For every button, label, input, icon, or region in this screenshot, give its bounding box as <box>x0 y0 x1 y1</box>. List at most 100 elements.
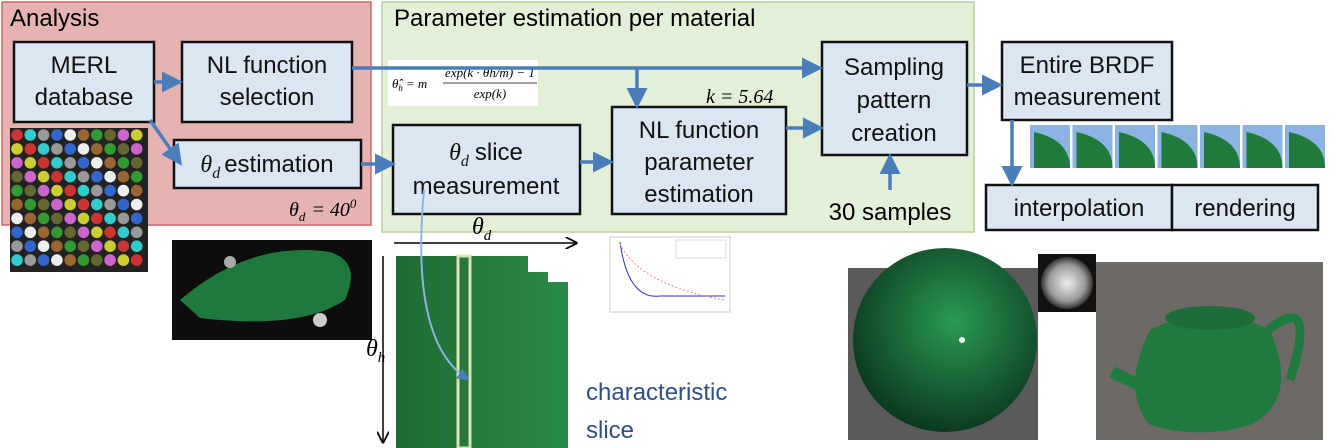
graphic <box>25 199 37 211</box>
graphic: d <box>461 153 470 170</box>
graphic <box>11 240 23 252</box>
graphic <box>51 254 63 266</box>
graphic: d <box>212 165 221 182</box>
graphic <box>104 171 116 183</box>
graphic <box>853 248 1037 432</box>
graphic: θ <box>449 140 461 166</box>
node-label: selection <box>220 84 315 111</box>
renderings <box>848 248 1323 440</box>
graphic: θ <box>289 199 299 221</box>
graphic <box>313 313 327 327</box>
graphic <box>38 199 50 211</box>
graphic <box>11 143 23 155</box>
node-label: NL function <box>639 117 760 144</box>
graphic <box>959 337 965 343</box>
graphic: θ̂h= m <box>392 76 427 93</box>
graphic <box>548 272 568 282</box>
graphic <box>51 129 63 141</box>
graphic <box>51 157 63 169</box>
graphic <box>51 171 63 183</box>
graphic <box>131 227 143 239</box>
graphic: θ <box>472 214 484 240</box>
graphic <box>51 240 63 252</box>
graphic <box>11 227 23 239</box>
object-photo <box>172 240 372 340</box>
graphic <box>11 171 23 183</box>
graphic <box>25 227 37 239</box>
node-label: Entire BRDF <box>1020 52 1155 79</box>
graphic <box>25 171 37 183</box>
merl-spheres <box>10 128 148 272</box>
graphic <box>528 256 568 272</box>
graphic <box>78 171 90 183</box>
graphic <box>25 185 37 197</box>
graphic <box>38 185 50 197</box>
graphic <box>51 185 63 197</box>
graphic <box>224 256 236 268</box>
graphic <box>104 240 116 252</box>
graphic: slice <box>475 139 523 166</box>
graphic <box>64 240 76 252</box>
graphic <box>131 254 143 266</box>
node-label: measurement <box>413 173 560 200</box>
graphic <box>64 227 76 239</box>
graphic <box>104 213 116 225</box>
graphic <box>91 254 103 266</box>
node-label: estimation <box>644 181 753 208</box>
graphic: = m <box>406 76 427 91</box>
graphic: h <box>378 350 386 366</box>
graphic <box>104 157 116 169</box>
graphic <box>64 171 76 183</box>
samples-label: 30 samples <box>829 199 952 226</box>
graphic <box>25 129 37 141</box>
graphic <box>104 227 116 239</box>
graphic <box>91 185 103 197</box>
graphic <box>91 171 103 183</box>
graphic <box>78 240 90 252</box>
graphic <box>131 240 143 252</box>
graphic <box>131 199 143 211</box>
graphic <box>11 185 23 197</box>
graphic <box>91 240 103 252</box>
graphic <box>38 213 50 225</box>
graphic: h <box>398 83 403 93</box>
graphic <box>91 157 103 169</box>
graphic <box>118 171 130 183</box>
brdf-thumbnails <box>1030 125 1325 168</box>
graphic <box>104 143 116 155</box>
graphic: 0 <box>350 196 357 211</box>
node-label: NL function <box>207 52 328 79</box>
graphic <box>38 227 50 239</box>
graphic <box>118 157 130 169</box>
graphic: estimation <box>224 151 333 178</box>
node-label: measurement <box>1014 84 1161 111</box>
graphic <box>38 254 50 266</box>
graphic <box>1041 257 1093 309</box>
graphic: θ <box>366 336 378 362</box>
graphic <box>131 143 143 155</box>
graphic: = 40 <box>311 199 350 221</box>
graphic <box>64 185 76 197</box>
graphic <box>118 213 130 225</box>
graphic <box>131 129 143 141</box>
graphic: d <box>484 228 492 244</box>
graphic <box>676 240 726 258</box>
graphic <box>1135 315 1281 433</box>
graphic <box>78 143 90 155</box>
node-label: parameter <box>644 149 753 176</box>
graphic <box>25 240 37 252</box>
graphic <box>25 157 37 169</box>
graphic <box>131 213 143 225</box>
graphic <box>78 157 90 169</box>
graphic <box>11 254 23 266</box>
graphic <box>51 227 63 239</box>
graphic <box>118 143 130 155</box>
region-title: Parameter estimation per material <box>394 5 755 32</box>
graphic <box>25 143 37 155</box>
graphic <box>78 227 90 239</box>
characteristic-label: slice <box>586 417 634 444</box>
graphic <box>118 240 130 252</box>
graphic <box>118 254 130 266</box>
graphic <box>78 185 90 197</box>
graphic <box>64 157 76 169</box>
